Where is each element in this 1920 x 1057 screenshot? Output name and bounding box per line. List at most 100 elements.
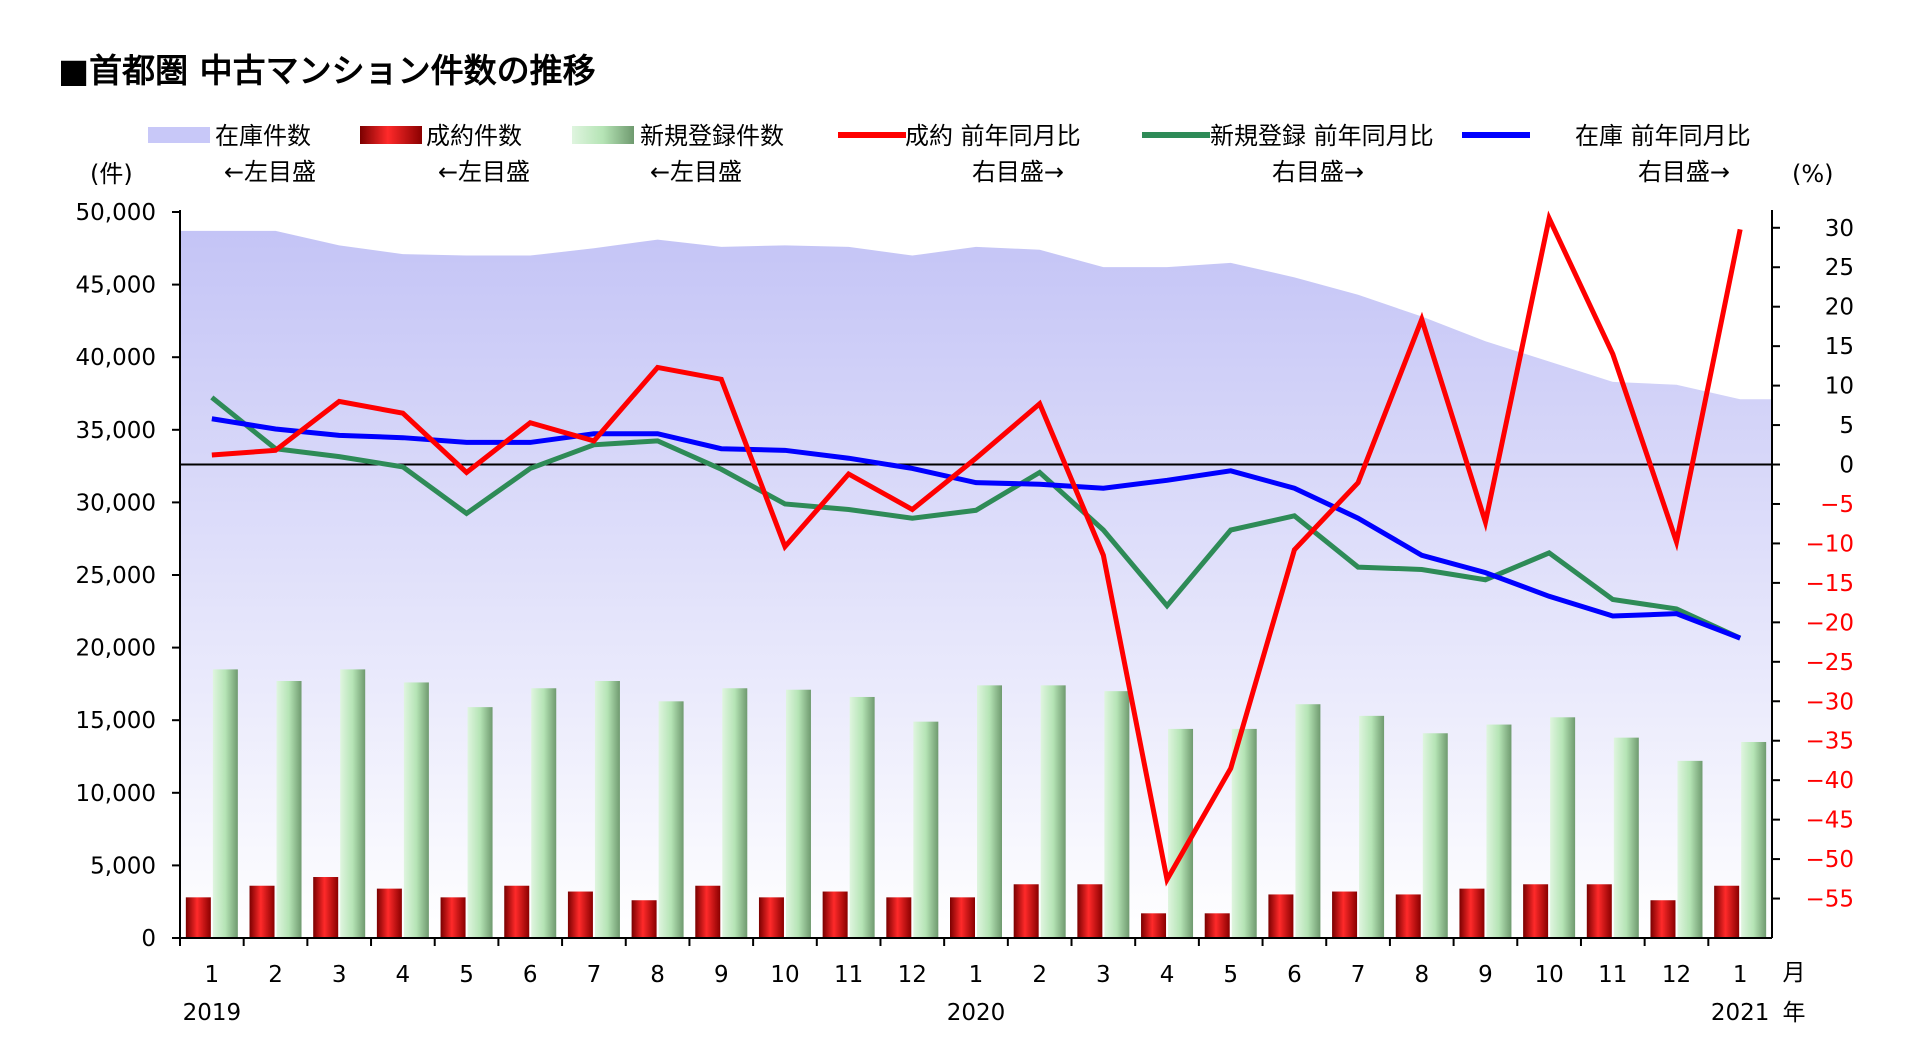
contracts-bar — [313, 877, 339, 938]
right-tick-label: −20 — [1805, 610, 1854, 636]
new-listings-bar — [1741, 741, 1767, 938]
x-month-label: 6 — [523, 962, 538, 988]
x-year-unit: 年 — [1783, 1000, 1806, 1026]
right-tick-label: −25 — [1805, 650, 1854, 676]
new-listings-bar — [1168, 728, 1194, 938]
new-listings-yoy-line — [210, 395, 1742, 641]
x-month-label: 8 — [1414, 962, 1429, 988]
left-tick-label: 25,000 — [76, 563, 156, 589]
new-listings-bar — [1613, 737, 1639, 938]
plot-area — [180, 210, 1772, 939]
legend-sublabel: ←左目盛 — [650, 158, 742, 186]
contracts-bar — [1650, 900, 1676, 938]
contracts-bar — [695, 885, 721, 938]
contracts-bar — [1586, 884, 1612, 938]
right-tick-label: 15 — [1825, 334, 1854, 360]
legend-label: 新規登録件数 — [640, 122, 784, 150]
legend-label: 在庫 前年同月比 — [1575, 122, 1751, 150]
left-tick-label: 5,000 — [90, 853, 156, 879]
right-tick-label: −5 — [1820, 492, 1854, 518]
right-tick-label: −10 — [1805, 531, 1854, 557]
right-tick-label: 10 — [1825, 374, 1854, 400]
contracts-bar — [758, 897, 784, 938]
x-year-label: 2019 — [183, 1000, 242, 1026]
contracts-bar — [1714, 885, 1740, 938]
new-listings-bar — [785, 689, 811, 938]
legend-sublabel: 右目盛→ — [1638, 158, 1730, 186]
x-month-label: 3 — [332, 962, 347, 988]
new-listings-bar — [276, 680, 302, 938]
right-tick-label: −45 — [1805, 808, 1854, 834]
left-axis-unit: (件) — [90, 160, 133, 188]
new-listings-bar — [1677, 760, 1703, 938]
right-tick-label: −50 — [1805, 847, 1854, 873]
legend-sublabel: ←左目盛 — [224, 158, 316, 186]
contracts-bar — [1332, 891, 1358, 938]
right-tick-label: −35 — [1805, 729, 1854, 755]
contracts-bar — [1268, 894, 1294, 938]
contracts-bar — [1459, 888, 1485, 938]
new-listings-bar — [212, 669, 238, 938]
left-tick-label: 15,000 — [76, 708, 156, 734]
legend-swatch-inventory — [148, 127, 210, 143]
new-listings-bar — [1104, 691, 1130, 938]
left-tick-label: 40,000 — [76, 345, 156, 371]
right-tick-label: 25 — [1825, 255, 1854, 281]
x-month-label: 9 — [1478, 962, 1493, 988]
x-month-label: 8 — [650, 962, 665, 988]
legend-sublabel: ←左目盛 — [438, 158, 530, 186]
x-month-label: 6 — [1287, 962, 1302, 988]
x-month-label: 1 — [1733, 962, 1748, 988]
contracts-bar — [1395, 894, 1421, 938]
new-listings-bar — [594, 680, 620, 938]
x-month-label: 2 — [1032, 962, 1047, 988]
right-tick-label: 0 — [1839, 453, 1854, 479]
inventory-yoy-line — [211, 416, 1742, 641]
left-tick-label: 20,000 — [76, 636, 156, 662]
x-month-label: 4 — [1160, 962, 1175, 988]
new-listings-bar — [340, 669, 366, 938]
x-month-unit: 月 — [1783, 960, 1806, 986]
left-tick-label: 35,000 — [76, 418, 156, 444]
right-tick-label: −55 — [1805, 887, 1854, 913]
right-tick-label: −30 — [1805, 689, 1854, 715]
contracts-bar — [886, 897, 912, 938]
legend-swatch-bar — [572, 126, 634, 144]
new-listings-bar — [1231, 728, 1257, 938]
contracts-bar — [631, 900, 657, 938]
x-month-label: 7 — [587, 962, 602, 988]
x-month-label: 7 — [1351, 962, 1366, 988]
new-listings-bar — [722, 688, 748, 938]
contracts-yoy-line — [211, 210, 1743, 887]
x-month-label: 1 — [205, 962, 220, 988]
right-tick-label: −40 — [1805, 768, 1854, 794]
chart-title: ■首都圏 中古マンション件数の推移 — [58, 51, 596, 90]
legend-label: 在庫件数 — [215, 122, 311, 150]
new-listings-bar — [913, 721, 939, 938]
right-tick-label: 5 — [1839, 413, 1854, 439]
x-month-label: 12 — [1662, 962, 1691, 988]
x-month-label: 10 — [770, 962, 799, 988]
left-tick-label: 30,000 — [76, 490, 156, 516]
x-month-label: 9 — [714, 962, 729, 988]
contracts-bar — [376, 888, 402, 938]
contracts-bar — [1077, 884, 1103, 938]
left-tick-label: 10,000 — [76, 781, 156, 807]
x-month-label: 5 — [459, 962, 474, 988]
new-listings-bar — [1486, 724, 1512, 938]
x-month-label: 5 — [1223, 962, 1238, 988]
new-listings-bar — [1359, 715, 1385, 938]
contracts-bar — [1204, 913, 1230, 938]
new-listings-bar — [403, 682, 429, 938]
legend-sublabel: 右目盛→ — [1272, 158, 1364, 186]
new-listings-bar — [658, 701, 684, 938]
x-month-label: 11 — [1598, 962, 1627, 988]
new-listings-bar — [849, 696, 875, 938]
contracts-bar — [249, 885, 275, 938]
x-month-label: 1 — [969, 962, 984, 988]
contracts-bar — [1013, 884, 1039, 938]
legend-sublabel: 右目盛→ — [972, 158, 1064, 186]
contracts-bar — [440, 897, 466, 938]
axes: 0 5,000 10,000 15,000 20,000 25,000 30,000 35,0… — [76, 200, 1854, 1026]
